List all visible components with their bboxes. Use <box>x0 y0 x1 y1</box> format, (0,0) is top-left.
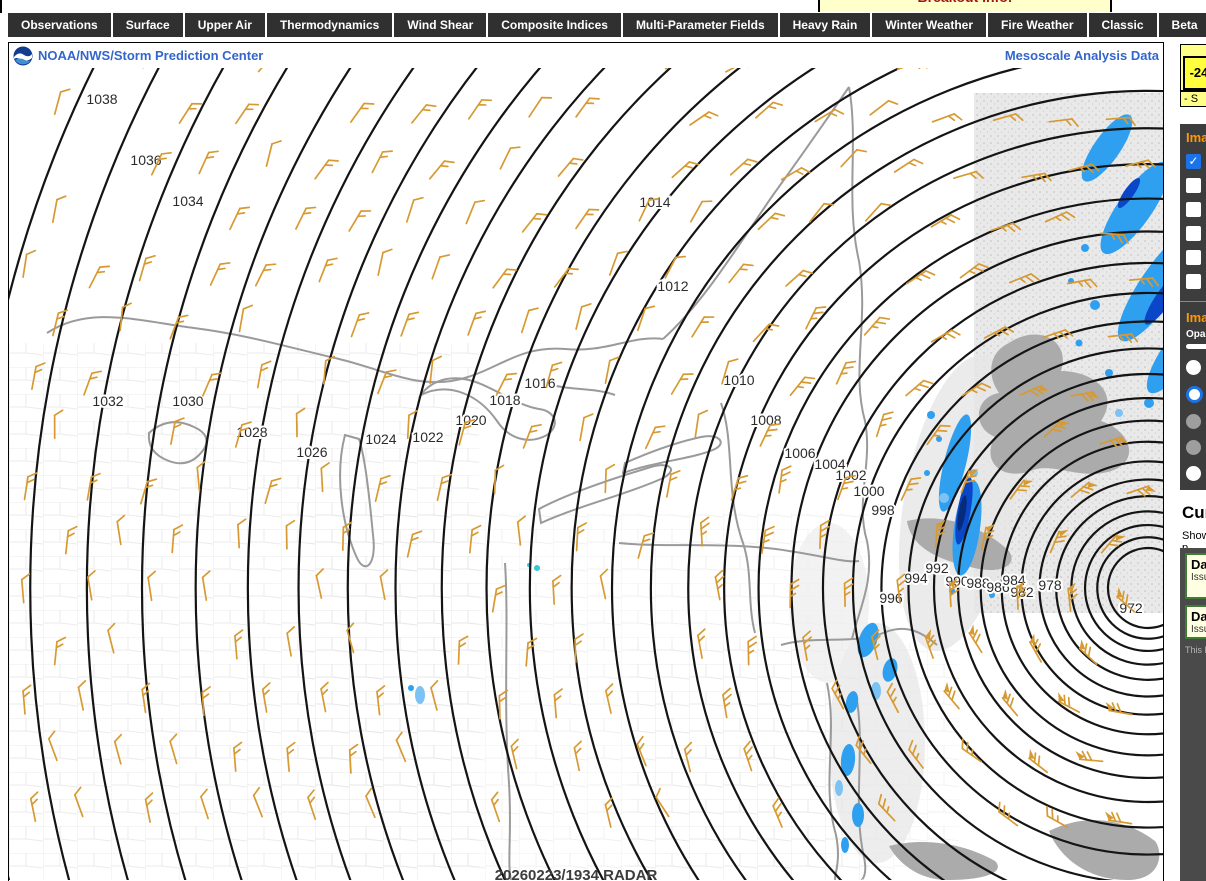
svg-text:1038: 1038 <box>86 91 117 107</box>
svg-text:1022: 1022 <box>412 429 443 445</box>
option-radio-0[interactable] <box>1186 360 1201 375</box>
svg-text:1018: 1018 <box>489 392 520 408</box>
option-row-2: T <box>1186 414 1206 429</box>
svg-text:1014: 1014 <box>639 194 670 210</box>
option-radio-1[interactable] <box>1186 386 1203 403</box>
overlay-checkbox-4[interactable] <box>1186 250 1201 265</box>
svg-text:1006: 1006 <box>784 445 815 461</box>
outlook-card-subtitle: Issue <box>1191 624 1206 635</box>
tab-wind-shear[interactable]: Wind Shear <box>394 13 487 37</box>
svg-text:1026: 1026 <box>296 444 327 460</box>
svg-text:992: 992 <box>925 560 949 576</box>
svg-text:1034: 1034 <box>172 193 203 209</box>
option-row-4: S <box>1186 466 1206 481</box>
map-timestamp: 20260223/1934 RADAR <box>495 867 658 880</box>
overlay-checkbox-2[interactable] <box>1186 202 1201 217</box>
image-options-header: Imag <box>1186 310 1206 325</box>
svg-text:986: 986 <box>986 579 1010 595</box>
svg-text:994: 994 <box>904 570 928 586</box>
map-header: NOAA/NWS/Storm Prediction Center Mesosca… <box>9 43 1163 68</box>
opacity-slider[interactable] <box>1186 344 1206 349</box>
tab-thermodynamics[interactable]: Thermodynamics <box>266 13 393 37</box>
svg-text:1008: 1008 <box>750 412 781 428</box>
svg-text:1012: 1012 <box>657 278 688 294</box>
overlay-checkbox-list: ✓O CHANS <box>1186 154 1206 289</box>
overlay-checkbox-1[interactable] <box>1186 178 1201 193</box>
overlay-checkbox-3[interactable] <box>1186 226 1201 241</box>
image-options-radio-list: MRTPS <box>1186 360 1206 481</box>
svg-text:1032: 1032 <box>92 393 123 409</box>
option-row-1: R <box>1186 386 1206 403</box>
svg-text:1004: 1004 <box>814 456 845 472</box>
outlook-card-title: Day1 <box>1191 557 1206 572</box>
option-radio-2[interactable] <box>1186 414 1201 429</box>
overlay-row-4: N <box>1186 250 1206 265</box>
tab-observations[interactable]: Observations <box>8 13 111 37</box>
outlook-products-panel: Day1IssueDay1Issue This lis <box>1180 548 1206 881</box>
image-layers-panel: Imag ✓OCHANS Imag Opaci MRTPS <box>1180 124 1206 490</box>
top-banner-text: Breakout Info! <box>818 0 1112 12</box>
outlooks-footnote: This lis <box>1185 645 1206 655</box>
overlay-row-2: H <box>1186 202 1206 217</box>
svg-text:20260223/1934 RADAR: 20260223/1934 RADAR <box>495 867 658 880</box>
overlay-row-5: S <box>1186 274 1206 289</box>
option-radio-3[interactable] <box>1186 440 1201 455</box>
svg-text:1000: 1000 <box>853 483 884 499</box>
isobar-contours-layer <box>9 43 1163 880</box>
map-source-title: NOAA/NWS/Storm Prediction Center <box>38 48 264 63</box>
time-nav-panel: -24 - S <box>1180 44 1206 107</box>
tab-surface[interactable]: Surface <box>112 13 183 37</box>
outlook-card-title: Day1 <box>1191 609 1206 624</box>
overlay-row-0: ✓O <box>1186 154 1206 169</box>
tab-upper-air[interactable]: Upper Air <box>184 13 265 37</box>
outlook-card-0[interactable]: Day1Issue <box>1185 553 1206 599</box>
svg-text:998: 998 <box>871 502 895 518</box>
svg-text:1024: 1024 <box>365 431 396 447</box>
panel-divider <box>1180 301 1206 302</box>
tab-beta[interactable]: Beta <box>1158 13 1206 37</box>
svg-text:984: 984 <box>1002 572 1026 588</box>
time-nav-header <box>1181 45 1206 56</box>
overlay-row-1: C <box>1186 178 1206 193</box>
opacity-label: Opaci <box>1186 329 1206 340</box>
svg-text:1010: 1010 <box>723 372 754 388</box>
tab-composite-indices[interactable]: Composite Indices <box>488 13 621 37</box>
tab-heavy-rain[interactable]: Heavy Rain <box>779 13 871 37</box>
option-row-0: M <box>1186 360 1206 375</box>
map-data-title: Mesoscale Analysis Data <box>1004 48 1159 63</box>
svg-text:1028: 1028 <box>236 424 267 440</box>
svg-text:978: 978 <box>1038 577 1062 593</box>
outlook-card-1[interactable]: Day1Issue <box>1185 605 1206 639</box>
map-panel: NOAA/NWS/Storm Prediction Center Mesosca… <box>8 42 1164 881</box>
option-radio-4[interactable] <box>1186 466 1201 481</box>
svg-text:988: 988 <box>966 575 990 591</box>
svg-text:982: 982 <box>1010 584 1034 600</box>
time-minus-24-button[interactable]: -24 <box>1183 56 1206 90</box>
option-row-3: P <box>1186 440 1206 455</box>
window-edge-mark <box>0 0 2 13</box>
overlay-checkbox-0[interactable]: ✓ <box>1186 154 1201 169</box>
noaa-logo-icon <box>13 46 33 66</box>
svg-text:1002: 1002 <box>835 467 866 483</box>
svg-text:1016: 1016 <box>524 375 555 391</box>
svg-text:1036: 1036 <box>130 152 161 168</box>
tab-multi-parameter-fields[interactable]: Multi-Parameter Fields <box>622 13 778 37</box>
outlook-card-subtitle: Issue <box>1191 572 1206 583</box>
overlay-row-3: A <box>1186 226 1206 241</box>
overlays-header: Imag <box>1186 130 1206 145</box>
top-banner-clipped[interactable]: Breakout Info! <box>818 0 1114 12</box>
tab-fire-weather[interactable]: Fire Weather <box>988 13 1087 37</box>
svg-text:1030: 1030 <box>172 393 203 409</box>
tab-classic[interactable]: Classic <box>1088 13 1157 37</box>
current-outlooks-heading: Curr <box>1182 503 1206 522</box>
tab-winter-weather[interactable]: Winter Weather <box>872 13 987 37</box>
time-nav-caption: - S <box>1181 90 1206 106</box>
overlay-checkbox-5[interactable] <box>1186 274 1201 289</box>
main-nav: Observations Surface Upper Air Thermodynami… <box>8 13 1206 37</box>
